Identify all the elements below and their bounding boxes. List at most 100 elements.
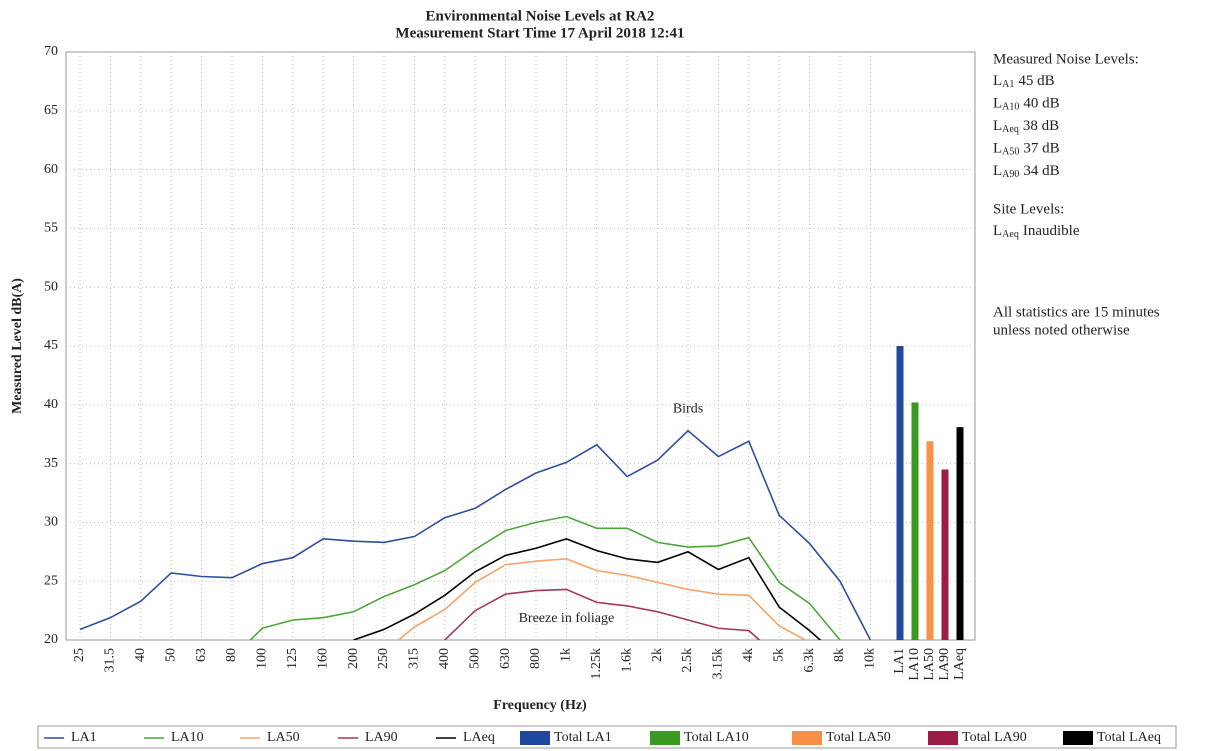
note-symbol: L xyxy=(993,118,1002,134)
note-value: 34 dB xyxy=(1023,163,1059,179)
legend-label: LA90 xyxy=(365,730,398,745)
legend-label: Total LAeq xyxy=(1097,730,1161,745)
x-tick-label: 31.5 xyxy=(103,648,118,673)
note-symbol: L xyxy=(993,73,1002,89)
x-axis-title: Frequency (Hz) xyxy=(493,698,587,713)
y-tick-label: 30 xyxy=(44,515,58,530)
x-tick-label: 200 xyxy=(346,648,361,669)
x-tick-label: 125 xyxy=(285,648,300,669)
note-symbol: L xyxy=(993,223,1002,239)
legend-label: Total LA90 xyxy=(962,730,1027,745)
x-tick-label: 4k xyxy=(741,648,756,662)
x-tick-label: 1k xyxy=(559,648,574,662)
x-tick-label: 40 xyxy=(133,648,148,662)
x-tick-label: 250 xyxy=(376,648,391,669)
note-value: 45 dB xyxy=(1018,73,1054,89)
bar xyxy=(911,402,919,640)
chart-subtitle: Measurement Start Time 17 April 2018 12:… xyxy=(395,25,684,41)
x-tick-label: 100 xyxy=(255,648,270,669)
x-tick-label: 50 xyxy=(163,648,178,662)
x-tick-label: 25 xyxy=(72,648,87,662)
x-tick-label: 2k xyxy=(650,648,665,662)
legend-swatch xyxy=(792,731,822,745)
x-tick-label: 800 xyxy=(528,648,543,669)
x-tick-label: 315 xyxy=(407,648,422,669)
legend-swatch xyxy=(520,731,550,745)
y-tick-label: 70 xyxy=(44,44,58,59)
note-item: LAeq Inaudible xyxy=(993,223,1080,240)
x-tick-label: 500 xyxy=(467,648,482,669)
lines xyxy=(79,429,872,640)
legend-box xyxy=(37,725,1177,749)
x-tick-label: 6.3k xyxy=(802,648,817,673)
note-value: Inaudible xyxy=(1023,223,1080,239)
chart-title: Environmental Noise Levels at RA2 xyxy=(426,8,655,24)
legend-swatch xyxy=(650,731,680,745)
y-tick-label: 55 xyxy=(44,221,58,236)
y-tick-label: 40 xyxy=(44,397,58,412)
line-series xyxy=(79,429,872,640)
bar xyxy=(896,346,904,640)
note-item: LA90 34 dB xyxy=(993,163,1060,180)
note-item: LA50 37 dB xyxy=(993,141,1060,158)
x-tick-label: LA10 xyxy=(907,648,922,681)
footnote: unless noted otherwise xyxy=(993,322,1130,338)
line-series xyxy=(249,515,841,640)
y-tick-label: 60 xyxy=(44,162,58,177)
x-tick-label: 3.15k xyxy=(711,648,726,680)
y-tick-label: 45 xyxy=(44,338,58,353)
x-tick-label: LA1 xyxy=(892,648,907,674)
note-value: 37 dB xyxy=(1023,141,1059,157)
note-subscript: A1 xyxy=(1002,79,1014,90)
line-series xyxy=(353,538,822,640)
y-tick-label: 20 xyxy=(44,632,58,647)
legend-label: LA1 xyxy=(71,730,97,745)
note-value: 40 dB xyxy=(1023,96,1059,112)
x-tick-label: 1.25k xyxy=(589,648,604,680)
legend-label: Total LA1 xyxy=(554,730,612,745)
note-value: 38 dB xyxy=(1023,118,1059,134)
x-tick-label: 630 xyxy=(498,648,513,669)
x-tick-label: 80 xyxy=(224,648,239,662)
line-series xyxy=(397,558,807,640)
line-series xyxy=(444,588,761,640)
bar xyxy=(926,441,934,640)
note-subscript: A50 xyxy=(1002,147,1019,158)
legend-swatch xyxy=(1063,731,1093,745)
y-axis-title: Measured Level dB(A) xyxy=(10,278,25,414)
note-subscript: A10 xyxy=(1002,102,1019,113)
y-tick-label: 25 xyxy=(44,573,58,588)
x-tick-label: 400 xyxy=(437,648,452,669)
annotation: Breeze in foliage xyxy=(519,611,615,626)
y-tick-label: 65 xyxy=(44,103,58,118)
note-symbol: L xyxy=(993,141,1002,157)
x-tick-label: LA50 xyxy=(922,648,937,681)
legend-label: Total LA10 xyxy=(684,730,749,745)
note-symbol: L xyxy=(993,163,1002,179)
bar xyxy=(941,469,949,640)
note-subscript: Aeq xyxy=(1002,124,1019,135)
annotation: Birds xyxy=(673,402,703,417)
legend-swatch xyxy=(928,731,958,745)
legend-label: Total LA50 xyxy=(826,730,891,745)
x-tick-label: 5k xyxy=(771,648,786,662)
footnote: All statistics are 15 minutes xyxy=(993,304,1160,320)
x-tick-label: LA90 xyxy=(937,648,952,681)
x-tick-label: 63 xyxy=(194,648,209,662)
y-tick-label: 35 xyxy=(44,456,58,471)
x-tick-label: 2.5k xyxy=(680,648,695,673)
x-tick-label: LAeq xyxy=(952,648,967,680)
legend-label: LAeq xyxy=(463,730,495,745)
legend-label: LA50 xyxy=(267,730,300,745)
legend-label: LA10 xyxy=(171,730,204,745)
x-tick-label: 8k xyxy=(832,648,847,662)
note-item: LAeq 38 dB xyxy=(993,118,1059,135)
x-tick-label: 10k xyxy=(863,648,878,669)
note-subscript: A90 xyxy=(1002,169,1019,180)
note-item: LA1 45 dB xyxy=(993,73,1055,90)
note-subscript: Aeq xyxy=(1002,229,1019,240)
x-tick-label: 160 xyxy=(315,648,330,669)
x-tick-label: 1.6k xyxy=(619,648,634,673)
note-heading: Site Levels: xyxy=(993,201,1064,217)
